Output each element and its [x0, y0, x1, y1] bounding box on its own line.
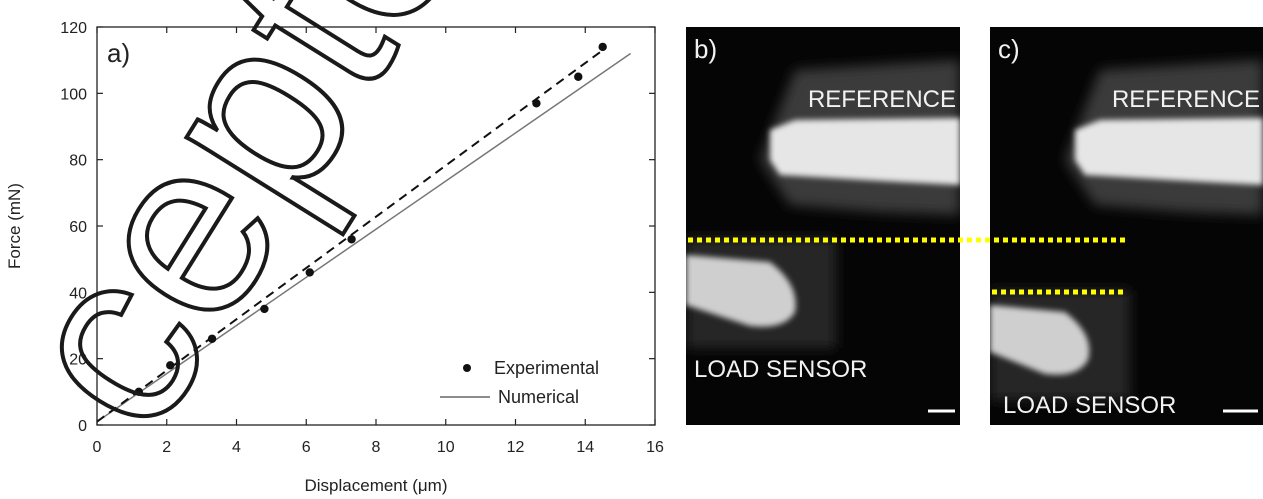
experimental-point	[305, 268, 314, 277]
panel-c: c) REFERENCE LOAD SENSOR	[990, 27, 1263, 425]
x-tick-label: 4	[232, 439, 241, 456]
legend: Experimental Numerical	[440, 358, 599, 407]
series-lines	[96, 49, 632, 423]
y-tick-label: 100	[60, 86, 87, 103]
chart-a: 0 2 4 6 8 10 12 14 16 0 20 40 60 80 100 120 a) Displac…	[5, 20, 664, 495]
x-tick-label: 0	[93, 439, 102, 456]
panel-label-a: a)	[107, 38, 130, 68]
experimental-point	[598, 42, 607, 52]
y-tick-label: 0	[78, 418, 87, 435]
load-sensor-probe-b	[686, 255, 796, 327]
x-tick-label: 8	[372, 439, 381, 456]
y-tick-label: 20	[69, 352, 87, 369]
series-points	[134, 42, 607, 397]
legend-numerical-label: Numerical	[498, 387, 579, 407]
x-tick-label: 10	[437, 439, 455, 456]
panel-b: b) REFERENCE LOAD SENSOR	[686, 27, 960, 425]
load-sensor-label-c: LOAD SENSOR	[1003, 392, 1176, 419]
load-sensor-probe-c	[990, 305, 1090, 375]
reference-probe-b	[770, 118, 960, 185]
x-tick-label: 16	[646, 439, 664, 456]
experimental-point	[207, 334, 217, 343]
experimental-point	[532, 99, 541, 108]
panel-label-c: c)	[998, 34, 1020, 64]
plot-frame	[96, 26, 656, 426]
x-axis-title: Displacement (μm)	[305, 476, 448, 495]
y-tick-label: 60	[69, 219, 87, 236]
load-sensor-label-b: LOAD SENSOR	[694, 356, 867, 383]
reference-label-c: REFERENCE	[1112, 86, 1260, 113]
x-tick-label: 2	[162, 439, 171, 456]
numerical-line	[96, 52, 632, 423]
y-tick-label: 120	[60, 20, 87, 37]
panel-label-b: b)	[694, 34, 717, 64]
experimental-point	[166, 361, 175, 370]
experimental-point	[347, 235, 356, 244]
legend-experimental-label: Experimental	[494, 358, 599, 378]
x-tick-label: 6	[302, 439, 311, 456]
reference-label-b: REFERENCE	[808, 86, 956, 113]
y-axis: 0 20 40 60 80 100 120	[60, 20, 655, 435]
y-tick-label: 40	[69, 285, 87, 302]
x-tick-label: 14	[576, 439, 594, 456]
y-tick-label: 80	[69, 153, 87, 170]
y-axis-title: Force (mN)	[5, 183, 24, 269]
experimental-point	[574, 72, 583, 81]
experimental-point	[260, 304, 269, 314]
x-tick-label: 12	[507, 439, 525, 456]
legend-experimental-marker	[463, 364, 471, 372]
experimental-point	[134, 387, 144, 397]
reference-probe-c	[1075, 118, 1263, 185]
